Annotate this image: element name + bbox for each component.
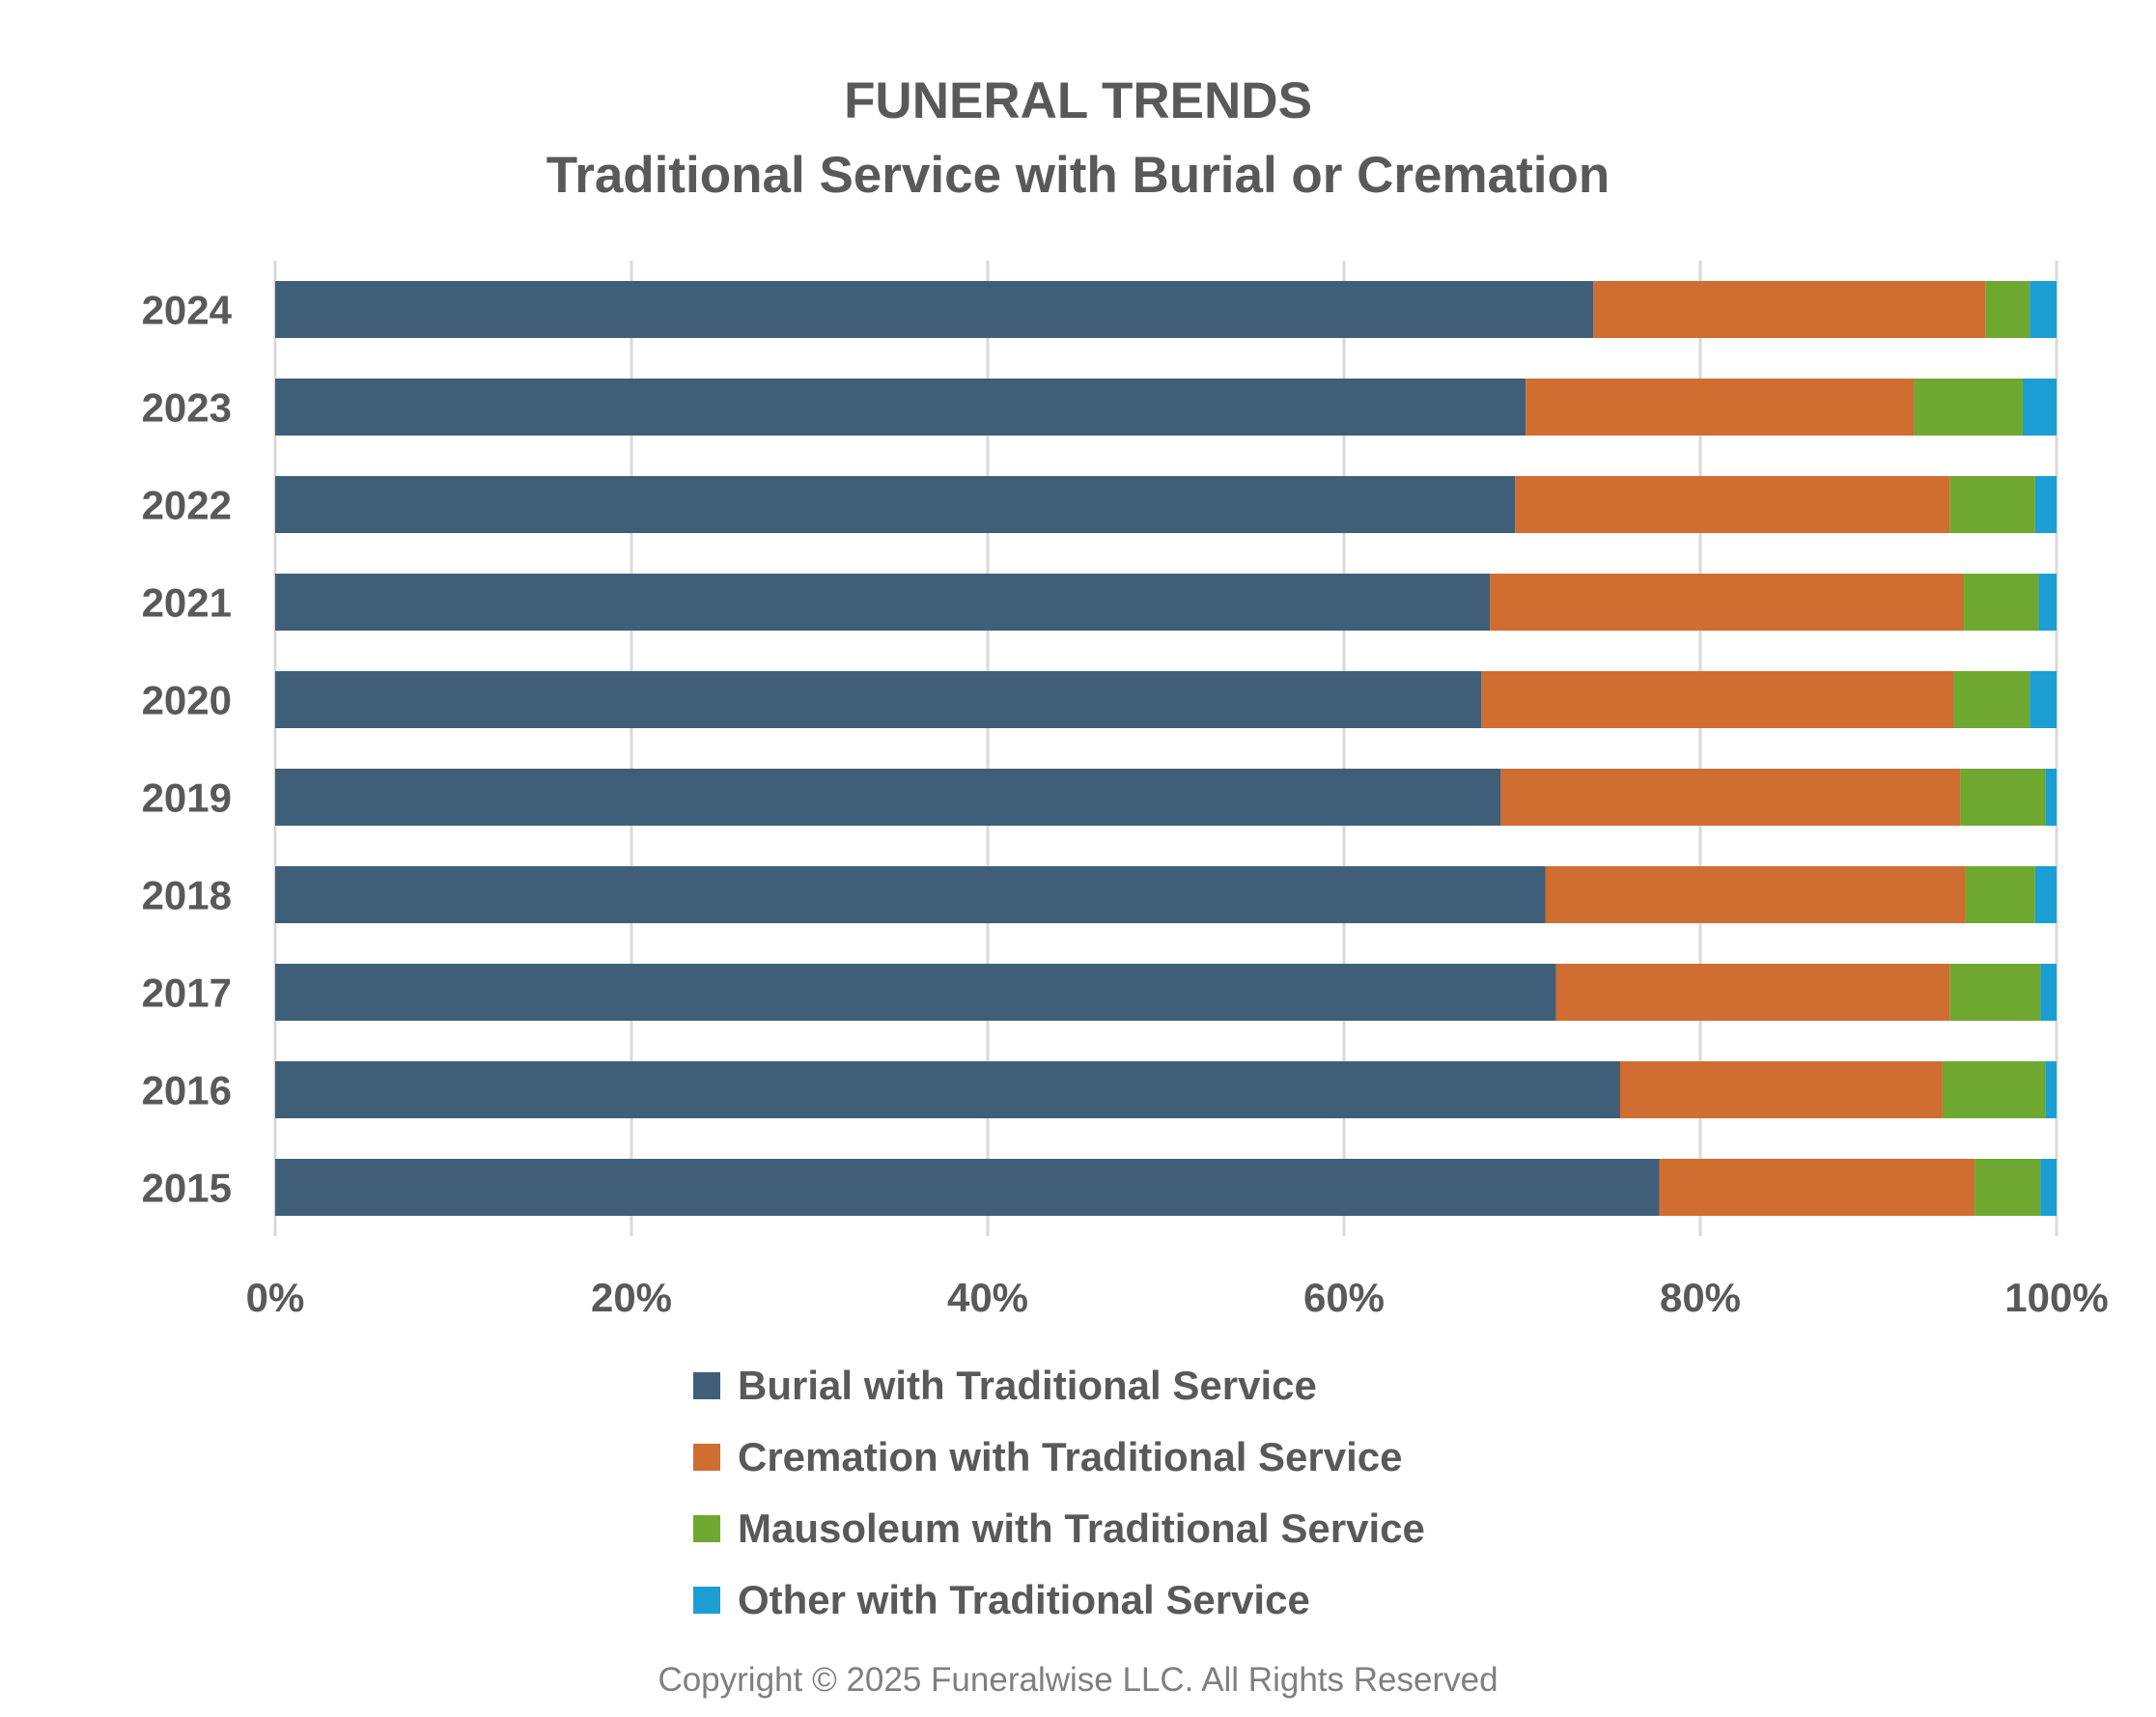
y-category-label: 2019 [142,775,232,821]
legend-swatch [693,1587,720,1614]
bar-segment-2019-series-1 [1500,769,1961,826]
bar-segment-2022-series-2 [1949,476,2035,533]
legend-swatch [693,1515,720,1542]
copyright-notice: Copyright © 2025 Funeralwise LLC. All Ri… [658,1661,1498,1699]
x-tick-label: 80% [1660,1275,1741,1320]
chart-subtitle: Traditional Service with Burial or Crema… [546,147,1610,204]
bar-segment-2017-series-2 [1949,964,2041,1021]
bar-segment-2023-series-3 [2022,379,2057,436]
bar-segment-2015-series-3 [2040,1159,2057,1216]
bar-segment-2020-series-2 [1952,671,2030,728]
x-tick-label: 100% [2004,1275,2108,1320]
bar-segment-2019-series-0 [275,769,1501,826]
bar-segment-2022-series-0 [275,476,1516,533]
bar-segment-2023-series-2 [1914,379,2023,436]
bar-segment-2024-series-2 [1985,281,2030,338]
bar-segment-2023-series-1 [1526,379,1915,436]
bar-segment-2021-series-2 [1964,574,2039,631]
y-category-label: 2021 [142,580,232,626]
y-category-label: 2018 [142,873,232,918]
legend-label: Cremation with Traditional Service [738,1434,1403,1479]
bar-segment-2020-series-1 [1481,671,1953,728]
legend-swatch [693,1372,720,1399]
bar-segment-2016-series-1 [1619,1061,1943,1118]
bar-segment-2021-series-0 [275,574,1491,631]
bar-segment-2023-series-0 [275,379,1526,436]
bar-segment-2024-series-3 [2030,281,2057,338]
legend-label: Other with Traditional Service [738,1577,1310,1622]
bar-segment-2016-series-0 [275,1061,1620,1118]
y-category-label: 2016 [142,1068,232,1113]
bar-segment-2019-series-3 [2045,769,2057,826]
bar-segment-2024-series-0 [275,281,1594,338]
bar-segment-2022-series-1 [1515,476,1950,533]
legend-label: Burial with Traditional Service [738,1363,1317,1408]
bar-segment-2020-series-3 [2030,671,2057,728]
x-tick-label: 20% [591,1275,672,1320]
bar-segment-2018-series-1 [1545,866,1966,923]
bars [275,281,2057,1216]
chart-title-main: FUNERAL TRENDS [844,72,1312,129]
bar-segment-2018-series-0 [275,866,1546,923]
x-tick-label: 0% [246,1275,305,1320]
bar-segment-2017-series-3 [2040,964,2057,1021]
bar-segment-2015-series-0 [275,1159,1660,1216]
y-category-label: 2020 [142,678,232,723]
bar-segment-2024-series-1 [1593,281,1986,338]
y-category-label: 2023 [142,385,232,431]
bar-segment-2015-series-2 [1974,1159,2041,1216]
bar-segment-2021-series-1 [1490,574,1965,631]
x-tick-label: 40% [947,1275,1028,1320]
x-tick-label: 60% [1303,1275,1385,1320]
legend-label: Mausoleum with Traditional Service [738,1506,1425,1551]
bar-segment-2016-series-2 [1942,1061,2046,1118]
y-category-label: 2015 [142,1166,232,1211]
bar-segment-2021-series-3 [2038,574,2057,631]
bar-segment-2016-series-3 [2045,1061,2057,1118]
y-category-label: 2022 [142,483,232,528]
bar-segment-2019-series-2 [1960,769,2046,826]
bar-segment-2015-series-1 [1659,1159,1975,1216]
bar-segment-2022-series-3 [2034,476,2057,533]
legend-swatch [693,1444,720,1471]
bar-segment-2017-series-1 [1555,964,1950,1021]
bar-segment-2017-series-0 [275,964,1556,1021]
chart-title: FUNERAL TRENDS Traditional Service with … [0,64,2156,212]
axis-labels: 0% 20% 40% 60% 80% 100% 2024 2023 2022 2021 2020 20… [142,288,2109,1321]
bar-segment-2020-series-0 [275,671,1482,728]
bar-segment-2018-series-2 [1965,866,2035,923]
y-category-label: 2017 [142,971,232,1016]
y-category-label: 2024 [142,288,233,333]
bar-segment-2018-series-3 [2034,866,2057,923]
